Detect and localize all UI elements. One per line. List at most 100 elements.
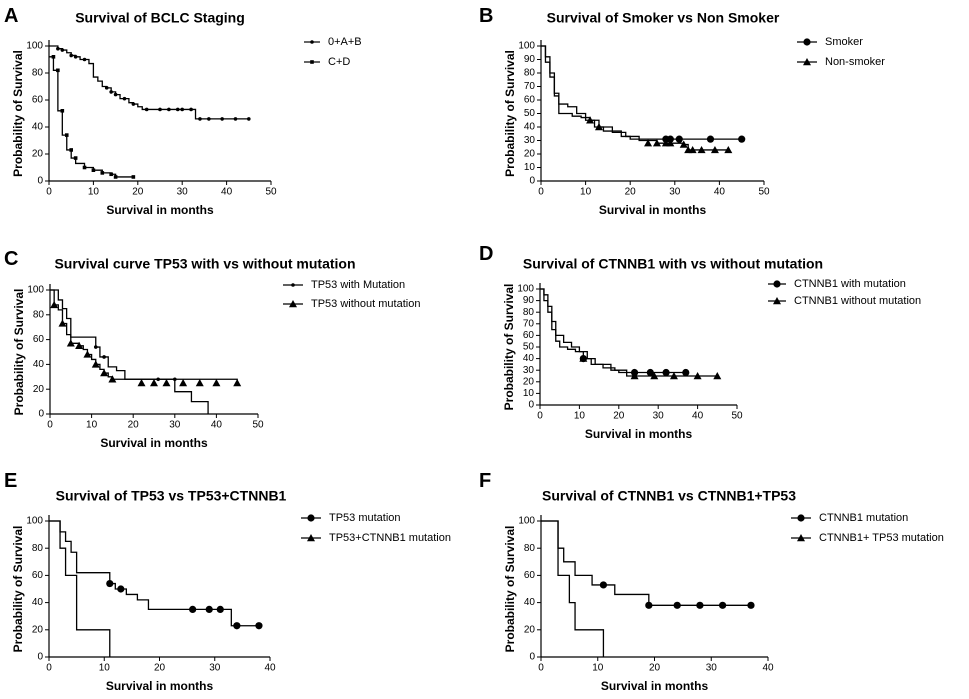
censor-marker (180, 107, 184, 112)
y-tick-label: 0 (37, 652, 43, 663)
censor-marker (644, 139, 653, 147)
censor-marker (233, 622, 241, 630)
censor-marker (137, 379, 146, 387)
censor-marker (131, 175, 136, 179)
legend-label: Non-smoker (825, 56, 885, 68)
y-tick-label: 80 (32, 68, 44, 79)
censor-marker (216, 605, 224, 614)
x-tick-label: 0 (538, 662, 544, 673)
censor-marker (599, 581, 608, 589)
x-tick-label: 0 (538, 186, 544, 197)
censor-marker (60, 48, 65, 52)
x-tick-label: 10 (580, 186, 592, 197)
censor-marker (122, 96, 127, 101)
censor-marker (162, 379, 171, 387)
y-tick-label: 60 (32, 95, 44, 106)
censor-marker (175, 107, 180, 112)
y-tick-label: 60 (33, 334, 45, 345)
censor-marker (696, 601, 704, 609)
x-tick-label: 20 (649, 662, 661, 673)
panel-e: E Survival of TP53 vs TP53+CTNNB1 0 20 40 60 8… (4, 470, 451, 693)
censor-marker (69, 53, 73, 58)
panel-c: C Survival curve TP53 with vs without mut… (4, 248, 420, 450)
x-tick-label: 50 (731, 410, 743, 421)
censor-marker (113, 92, 118, 97)
censor-marker (56, 68, 60, 73)
legend-marker (803, 58, 811, 66)
y-tick-label: 20 (33, 384, 45, 395)
x-tick-label: 0 (47, 419, 53, 430)
censor-marker (91, 360, 100, 368)
censor-marker (207, 117, 211, 121)
x-tick-label: 30 (653, 410, 665, 421)
y-tick-label: 60 (524, 570, 536, 581)
y-tick-label: 100 (518, 516, 535, 527)
y-tick-label: 20 (32, 624, 44, 635)
x-tick-label: 10 (88, 186, 100, 197)
x-tick-label: 20 (154, 662, 166, 673)
censor-marker (666, 135, 674, 143)
x-tick-label: 10 (86, 419, 98, 430)
censor-marker (64, 133, 69, 137)
censor-marker (100, 369, 109, 377)
censor-marker (220, 117, 224, 121)
x-tick-label: 40 (264, 662, 276, 673)
censor-marker (189, 107, 193, 112)
censor-marker (109, 90, 113, 94)
censor-marker (205, 605, 213, 614)
censor-marker (738, 135, 746, 143)
legend-label: CTNNB1 mutation (819, 512, 908, 524)
panel-d: D Survival of CTNNB1 with vs without muta… (479, 243, 921, 441)
series-line-2 (50, 289, 238, 383)
series-line-1 (540, 288, 686, 374)
series-line-2 (541, 520, 605, 657)
censor-marker (594, 123, 603, 131)
legend-marker (797, 534, 805, 542)
chart-title: Survival of Smoker vs Non Smoker (547, 9, 780, 25)
legend-label: CTNNB1 without mutation (794, 295, 921, 307)
censor-marker (60, 109, 65, 113)
censor-marker (675, 135, 683, 143)
censor-marker (706, 135, 715, 143)
censor-marker (662, 368, 670, 377)
x-tick-label: 30 (169, 419, 181, 430)
censor-marker (713, 372, 722, 380)
x-tick-label: 40 (692, 410, 704, 421)
y-axis-label: Probability of Survival (502, 284, 516, 411)
censor-marker (630, 372, 639, 380)
censor-marker (73, 55, 78, 59)
censor-marker (102, 355, 106, 359)
y-tick-label: 20 (524, 149, 536, 160)
censor-marker (579, 354, 588, 362)
censor-marker (710, 145, 719, 154)
series-line-1 (541, 45, 742, 140)
x-tick-label: 10 (99, 662, 111, 673)
y-tick-label: 10 (524, 162, 536, 173)
panel-a: A Survival of BCLC Staging 0 20 40 60 80 100 0 10… (4, 5, 362, 217)
x-tick-label: 30 (706, 662, 718, 673)
y-tick-label: 20 (523, 376, 535, 387)
x-tick-label: 20 (128, 419, 140, 430)
y-tick-label: 100 (518, 41, 535, 52)
series-line-1 (49, 520, 259, 627)
y-tick-label: 40 (523, 353, 535, 364)
censor-marker (69, 148, 73, 152)
series-line-1 (49, 45, 249, 120)
x-tick-label: 10 (592, 662, 604, 673)
chart-title: Survival of TP53 vs TP53+CTNNB1 (56, 487, 287, 503)
censor-marker (117, 585, 125, 593)
censor-marker (195, 379, 204, 387)
y-tick-label: 90 (523, 295, 535, 306)
chart-title: Survival curve TP53 with vs without muta… (54, 255, 355, 271)
censor-marker (58, 319, 67, 327)
y-tick-label: 60 (523, 330, 535, 341)
y-tick-label: 100 (26, 41, 43, 52)
legend-marker (291, 283, 295, 287)
y-tick-label: 40 (33, 359, 45, 370)
censor-marker (198, 117, 202, 121)
y-tick-label: 40 (32, 122, 44, 133)
censor-marker (82, 57, 87, 62)
censor-marker (167, 107, 171, 112)
panel-f: F Survival of CTNNB1 vs CTNNB1+TP53 0 20 40 6… (479, 470, 944, 693)
y-tick-label: 80 (523, 307, 535, 318)
